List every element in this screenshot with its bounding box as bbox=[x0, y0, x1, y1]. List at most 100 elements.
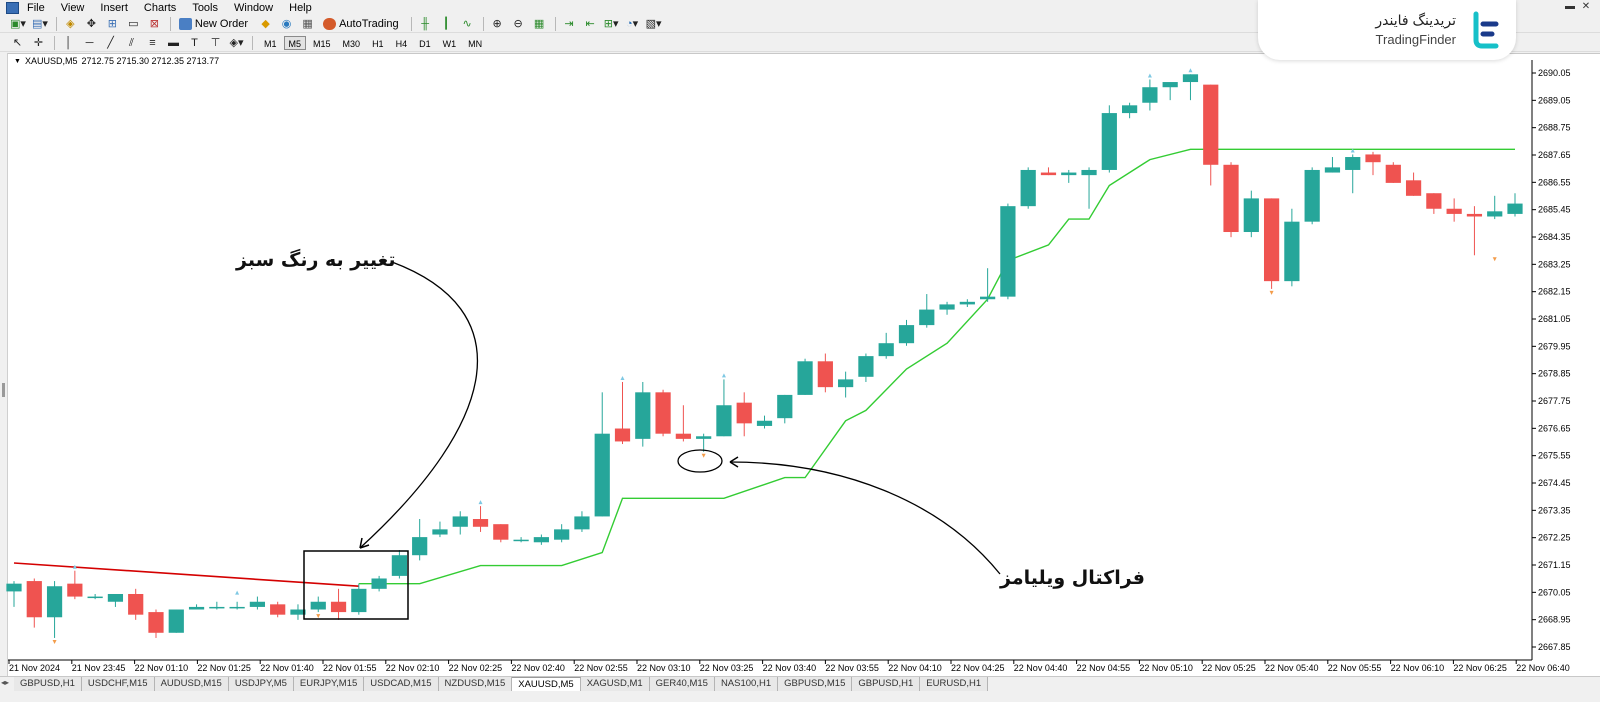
line-chart-icon[interactable]: ∿ bbox=[462, 17, 472, 30]
annotation-williams-fractal: فراکتال ویلیامز bbox=[1000, 567, 1145, 589]
tradingfinder-logo: تریدینگ فایندر TradingFinder bbox=[1258, 0, 1516, 60]
cursor-icon[interactable]: ↖ bbox=[12, 36, 23, 49]
bullish-candle bbox=[777, 394, 793, 419]
bullish-candle bbox=[574, 516, 590, 530]
indicators-icon[interactable]: ⊞ ▾ bbox=[603, 17, 619, 31]
chart-tab[interactable]: USDCHF,M15 bbox=[81, 677, 155, 691]
chart-tab[interactable]: GBPUSD,M15 bbox=[778, 677, 853, 691]
menu-file[interactable]: File bbox=[27, 1, 45, 14]
tile-windows-icon[interactable]: ▦ bbox=[533, 17, 545, 30]
menu-tools[interactable]: Tools bbox=[192, 1, 218, 14]
timeframe-m30[interactable]: M30 bbox=[342, 38, 361, 49]
close-icon[interactable]: ✕ bbox=[1581, 1, 1591, 12]
market-watch-icon[interactable]: ◈ bbox=[66, 17, 75, 30]
timeframe-mn[interactable]: MN bbox=[468, 38, 483, 49]
timeframe-h1[interactable]: H1 bbox=[372, 38, 384, 49]
y-axis-label: 2673.35 bbox=[1538, 505, 1571, 515]
new-order-label: New Order bbox=[194, 17, 249, 30]
vertical-line-icon[interactable]: │ bbox=[65, 36, 72, 49]
signals-icon[interactable]: ◉ bbox=[281, 17, 292, 30]
timeframe-m15[interactable]: M15 bbox=[313, 38, 331, 49]
x-axis-label: 22 Nov 06:40 bbox=[1516, 663, 1570, 673]
zoom-in-icon[interactable]: ⊕ bbox=[492, 17, 502, 30]
tab-scroll-arrows-icon[interactable]: ◂▸ bbox=[1, 678, 10, 687]
chart-tab[interactable]: XAUUSD,M5 bbox=[512, 677, 581, 691]
rectangle-icon[interactable]: ▬ bbox=[168, 36, 179, 49]
candlestick-icon[interactable]: ┃ bbox=[442, 17, 450, 30]
navigator-icon[interactable]: ⊞ bbox=[107, 17, 117, 30]
chart-shift-icon[interactable]: ⇤ bbox=[585, 17, 595, 30]
bullish-candle bbox=[1345, 157, 1361, 170]
minimize-icon[interactable]: ▬ bbox=[1565, 1, 1575, 12]
autotrading-button[interactable]: AutoTrading bbox=[321, 17, 401, 30]
timeframe-w1[interactable]: W1 bbox=[442, 38, 457, 49]
auto-scroll-icon[interactable]: ⇥ bbox=[564, 17, 574, 30]
horizontal-line-icon[interactable]: ─ bbox=[85, 36, 94, 49]
text-icon[interactable]: T bbox=[191, 36, 198, 49]
menu-charts[interactable]: Charts bbox=[143, 1, 177, 14]
chart-tab[interactable]: EURUSD,H1 bbox=[920, 677, 989, 691]
x-axis-label: 22 Nov 03:10 bbox=[637, 663, 691, 673]
chart-tab[interactable]: GER40,M15 bbox=[649, 677, 715, 691]
menu-insert[interactable]: Insert bbox=[100, 1, 128, 14]
timeframe-h4[interactable]: H4 bbox=[395, 38, 408, 49]
timeframe-m5[interactable]: M5 bbox=[283, 35, 307, 50]
bullish-candle bbox=[46, 586, 63, 618]
chart-tab[interactable]: NZDUSD,M15 bbox=[438, 677, 513, 691]
logo-text-fa: تریدینگ فایندر bbox=[1375, 12, 1456, 28]
window-controls: ▬ ✕ bbox=[1564, 1, 1592, 13]
bearish-candle bbox=[675, 433, 691, 439]
templates-icon[interactable]: ▧ ▾ bbox=[645, 17, 662, 31]
left-scrollbar[interactable] bbox=[0, 53, 8, 676]
crosshair-icon[interactable]: ✛ bbox=[33, 36, 44, 49]
fractal-down-marker bbox=[1269, 290, 1274, 295]
menu-help[interactable]: Help bbox=[289, 1, 312, 14]
x-axis-label: 22 Nov 02:40 bbox=[511, 663, 565, 673]
chart-tab[interactable]: NAS100,H1 bbox=[714, 677, 779, 691]
bar-chart-icon[interactable]: ╫ bbox=[421, 17, 429, 30]
chart-tab[interactable]: EURJPY,M15 bbox=[293, 677, 365, 691]
y-axis-label: 2686.55 bbox=[1538, 177, 1571, 187]
bullish-candle bbox=[939, 304, 955, 310]
label-icon[interactable]: ⊤ bbox=[210, 36, 221, 49]
collapse-triangle-icon[interactable]: ▼ bbox=[14, 57, 21, 65]
metaeditor-icon[interactable]: ◆ bbox=[261, 17, 270, 30]
chart-tab[interactable]: GBPUSD,H1 bbox=[14, 677, 82, 691]
periods-icon[interactable]: ◔ ▾ bbox=[626, 17, 639, 31]
strategy-tester-icon[interactable]: ⊠ bbox=[149, 17, 159, 30]
menu-window[interactable]: Window bbox=[234, 1, 274, 14]
arrow-to-fractal bbox=[729, 461, 1001, 575]
chart-tab[interactable]: XAGUSD,M1 bbox=[580, 677, 650, 691]
chart-tab[interactable]: USDJPY,M5 bbox=[228, 677, 294, 691]
new-chart-icon[interactable]: ▣ ▾ bbox=[10, 17, 26, 31]
trendline-icon[interactable]: ╱ bbox=[107, 36, 114, 49]
bullish-candle bbox=[1324, 167, 1341, 173]
menu-view[interactable]: View bbox=[60, 1, 85, 14]
bullish-candle bbox=[838, 379, 854, 388]
new-order-button[interactable]: New Order bbox=[177, 17, 250, 30]
chart-tab[interactable]: GBPUSD,H1 bbox=[852, 677, 921, 691]
zoom-out-icon[interactable]: ⊖ bbox=[513, 17, 523, 30]
scroll-thumb[interactable] bbox=[2, 383, 5, 397]
market-icon[interactable]: ▦ bbox=[302, 17, 313, 30]
timeframe-m1[interactable]: M1 bbox=[264, 38, 277, 49]
fractal-up-marker bbox=[478, 500, 483, 505]
line-studies-toolbar: ↖ ✛ │ ─ ╱ ⫽ ≡ ▬ T ⊤ ◈ ▾ M1 M5 M15 M30 H1 … bbox=[0, 34, 1600, 52]
y-axis-label: 2674.45 bbox=[1538, 478, 1571, 488]
symbol-name: XAUUSD,M5 bbox=[24, 56, 78, 66]
channel-icon[interactable]: ⫽ bbox=[129, 36, 134, 49]
timeframe-d1[interactable]: D1 bbox=[419, 38, 431, 49]
y-axis-label: 2667.85 bbox=[1538, 642, 1571, 652]
terminal-icon[interactable]: ▭ bbox=[128, 17, 139, 30]
chart-tab[interactable]: USDCAD,M15 bbox=[364, 677, 439, 691]
data-window-icon[interactable]: ✥ bbox=[86, 17, 96, 30]
bearish-candle bbox=[1263, 198, 1280, 282]
profiles-icon[interactable]: ▤ ▾ bbox=[31, 17, 48, 31]
shapes-icon[interactable]: ◈ ▾ bbox=[229, 36, 244, 50]
fibonacci-icon[interactable]: ≡ bbox=[149, 36, 156, 49]
x-axis-label: 22 Nov 01:25 bbox=[197, 663, 251, 673]
y-axis-label: 2679.95 bbox=[1538, 341, 1571, 351]
chart-tab[interactable]: AUDUSD,M15 bbox=[154, 677, 229, 691]
new-order-icon bbox=[178, 17, 192, 30]
